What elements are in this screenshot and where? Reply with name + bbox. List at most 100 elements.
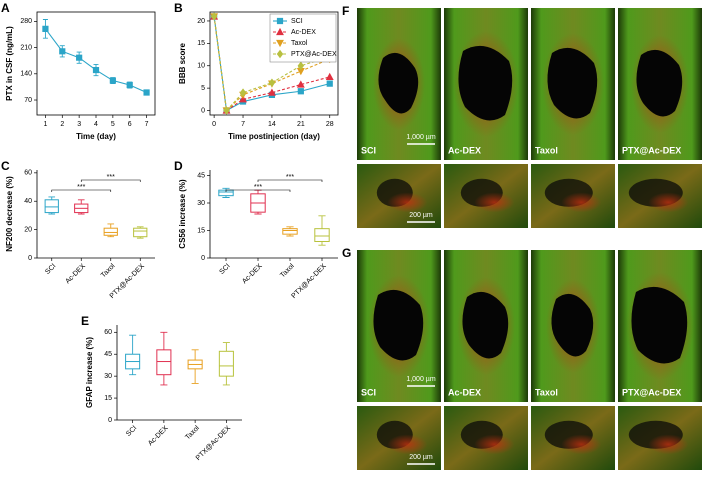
y-axis-label: PTX in CSF (ng/mL)	[5, 26, 14, 101]
panel-letter: G	[342, 246, 351, 260]
marker	[239, 88, 247, 97]
box	[156, 349, 172, 376]
panel-letter: A	[1, 1, 10, 15]
marker	[59, 48, 66, 55]
plot-frame	[36, 11, 156, 116]
y-tick-label: 0	[201, 255, 205, 262]
x-tick-label: 7	[241, 121, 245, 128]
y-tick-label: 20	[197, 18, 205, 25]
y-tick-label: 0	[201, 107, 205, 114]
x-tick-label: 28	[326, 121, 334, 128]
x-tick-label: SCI	[44, 263, 57, 276]
x-axis-label: Time postinjection (day)	[228, 132, 320, 141]
scale-bar-label: 1,000 µm	[406, 376, 435, 383]
detail-red	[561, 192, 602, 213]
lesion	[636, 49, 683, 117]
x-tick-label: Ac-DEX	[241, 263, 264, 286]
panel-letter: C	[1, 159, 10, 173]
bracket	[225, 189, 291, 192]
lesion	[547, 47, 598, 119]
plot-frame	[209, 11, 339, 116]
detail-red	[474, 434, 515, 455]
whisker	[77, 199, 85, 215]
whisker	[107, 223, 115, 238]
detail-red	[387, 192, 428, 213]
lesion	[458, 45, 513, 121]
y-tick-label: 60	[24, 170, 32, 177]
marker	[268, 78, 276, 87]
marker	[296, 80, 305, 88]
significance: ***	[254, 184, 262, 191]
panel-letter: E	[81, 314, 89, 328]
marker	[92, 66, 100, 74]
image-label: PTX@Ac-DEX	[622, 387, 681, 397]
box	[103, 227, 118, 236]
whisker	[254, 189, 262, 215]
detail-red	[561, 434, 602, 455]
detail-red	[387, 434, 428, 455]
y-tick-label: 10	[197, 63, 205, 70]
x-tick-label: Taxol	[279, 262, 296, 279]
y-tick-label: 15	[197, 40, 205, 47]
marker	[223, 106, 230, 115]
whisker	[160, 331, 168, 386]
y-tick-label: 45	[104, 351, 112, 358]
y-tick-label: 15	[104, 395, 112, 402]
significance: ***	[107, 174, 115, 181]
y-axis-label: CS56 increase (%)	[178, 179, 187, 249]
lesion	[631, 286, 688, 364]
legend-label: Taxol	[291, 40, 308, 47]
x-tick-label: PTX@Ac-DEX	[195, 425, 232, 462]
box	[133, 227, 148, 238]
x-tick-label: PTX@Ac-DEX	[291, 263, 328, 300]
y-tick-label: 30	[104, 373, 112, 380]
y-tick-label: 0	[28, 255, 32, 262]
scale-bar-label: 200 µm	[409, 212, 433, 219]
x-tick-label: Taxol	[184, 424, 201, 441]
whisker	[318, 215, 326, 246]
image-label: PTX@Ac-DEX	[622, 145, 681, 155]
legend-label: PTX@Ac-DEX	[291, 51, 337, 58]
x-tick-label: SCI	[125, 425, 138, 438]
panel-letter: F	[342, 4, 349, 18]
image-label: Taxol	[535, 145, 558, 155]
box	[218, 350, 234, 377]
x-tick-label: 6	[128, 121, 132, 128]
legend-marker	[276, 39, 284, 48]
significance: ***	[286, 174, 294, 181]
image-label: Ac-DEX	[448, 145, 481, 155]
y-axis-label: BBB score	[178, 43, 187, 84]
x-tick-label: 2	[60, 121, 64, 128]
y-tick-label: 15	[197, 227, 205, 234]
x-tick-label: SCI	[219, 263, 232, 276]
y-tick-label: 280	[20, 18, 32, 25]
image-label: Taxol	[535, 387, 558, 397]
bracket	[80, 179, 141, 182]
y-tick-label: 70	[24, 97, 32, 104]
marker	[210, 12, 218, 21]
legend-label: Ac-DEX	[291, 29, 316, 36]
lesion	[551, 293, 594, 357]
x-tick-label: 7	[145, 121, 149, 128]
legend-label: SCI	[291, 18, 303, 25]
bracket	[257, 179, 323, 182]
legend-marker	[276, 17, 284, 25]
marker	[267, 88, 276, 96]
image-label: SCI	[361, 387, 376, 397]
marker	[126, 81, 133, 89]
x-tick-label: Ac-DEX	[147, 425, 170, 448]
y-tick-label: 40	[24, 198, 32, 205]
whisker	[191, 349, 199, 384]
marker	[297, 61, 305, 70]
y-tick-label: 5	[201, 85, 205, 92]
y-tick-label: 210	[20, 44, 32, 51]
marker	[325, 72, 334, 81]
marker	[239, 95, 247, 103]
lesion	[462, 291, 509, 359]
whisker	[286, 226, 294, 237]
scale-bar-label: 1,000 µm	[406, 134, 435, 141]
legend-marker	[276, 27, 284, 36]
y-tick-label: 140	[20, 71, 32, 78]
marker	[42, 25, 49, 32]
